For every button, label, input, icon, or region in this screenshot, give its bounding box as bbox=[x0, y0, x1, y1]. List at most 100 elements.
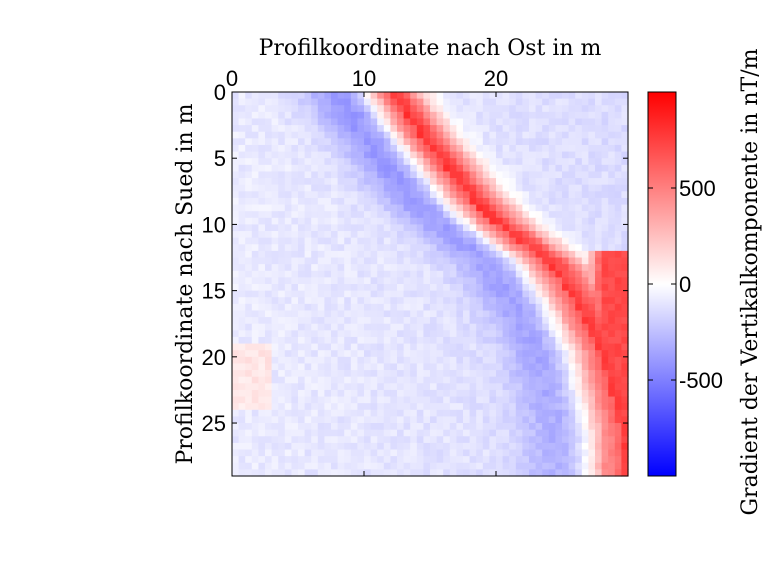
heatmap-cell bbox=[317, 217, 325, 226]
heatmap-cell bbox=[324, 184, 332, 192]
heatmap-cell bbox=[258, 442, 266, 451]
heatmap-cell bbox=[271, 456, 279, 464]
heatmap-cell bbox=[271, 171, 279, 179]
heatmap-cell bbox=[535, 204, 543, 212]
heatmap-cell bbox=[410, 356, 418, 365]
heatmap-cell bbox=[575, 317, 583, 325]
heatmap-cell bbox=[278, 178, 286, 186]
heatmap-cell bbox=[271, 98, 279, 106]
heatmap-cell bbox=[258, 144, 266, 153]
heatmap-cell bbox=[311, 356, 319, 365]
heatmap-cell bbox=[476, 231, 484, 239]
heatmap-cell bbox=[568, 376, 576, 384]
heatmap-cell bbox=[403, 423, 411, 431]
heatmap-cell bbox=[291, 416, 299, 424]
heatmap-cell bbox=[278, 171, 286, 179]
heatmap-cell bbox=[463, 350, 471, 358]
heatmap-cell bbox=[529, 217, 537, 226]
heatmap-cell bbox=[271, 363, 279, 371]
heatmap-cell bbox=[324, 442, 332, 451]
heatmap-cell bbox=[265, 217, 273, 226]
heatmap-cell bbox=[251, 144, 259, 153]
heatmap-cell bbox=[416, 303, 424, 312]
heatmap-cell bbox=[548, 98, 556, 106]
heatmap-cell bbox=[410, 264, 418, 272]
heatmap-cell bbox=[383, 330, 391, 338]
heatmap-cell bbox=[515, 164, 523, 173]
heatmap-cell bbox=[284, 92, 292, 100]
heatmap-cell bbox=[588, 370, 596, 378]
heatmap-cell bbox=[410, 270, 418, 278]
heatmap-cell bbox=[390, 356, 398, 365]
heatmap-cell bbox=[245, 343, 253, 351]
heatmap-cell bbox=[390, 449, 398, 457]
heatmap-cell bbox=[410, 158, 418, 166]
heatmap-cell bbox=[489, 211, 497, 219]
heatmap-cell bbox=[469, 277, 477, 285]
heatmap-cell bbox=[496, 442, 504, 451]
heatmap-cell bbox=[443, 151, 451, 159]
heatmap-cell bbox=[258, 151, 266, 159]
heatmap-cell bbox=[502, 456, 510, 464]
heatmap-cell bbox=[278, 257, 286, 265]
heatmap-cell bbox=[562, 125, 570, 133]
heatmap-cell bbox=[245, 237, 253, 245]
heatmap-cell bbox=[575, 118, 583, 126]
heatmap-cell bbox=[324, 197, 332, 206]
heatmap-cell bbox=[529, 350, 537, 358]
heatmap-cell bbox=[621, 211, 629, 219]
heatmap-cell bbox=[311, 403, 319, 411]
heatmap-cell bbox=[548, 151, 556, 159]
heatmap-cell bbox=[489, 376, 497, 384]
heatmap-cell bbox=[608, 423, 616, 431]
heatmap-cell bbox=[238, 277, 246, 285]
heatmap-cell bbox=[251, 98, 259, 106]
heatmap-cell bbox=[601, 237, 609, 245]
heatmap-cell bbox=[601, 343, 609, 351]
heatmap-cell bbox=[410, 290, 418, 298]
heatmap-cell bbox=[430, 317, 438, 325]
heatmap-cell bbox=[535, 317, 543, 325]
heatmap-cell bbox=[370, 343, 378, 351]
heatmap-cell bbox=[311, 310, 319, 318]
heatmap-cell bbox=[258, 343, 266, 351]
heatmap-cell bbox=[575, 244, 583, 252]
heatmap-cell bbox=[350, 217, 358, 226]
heatmap-cell bbox=[324, 370, 332, 378]
heatmap-cell bbox=[476, 409, 484, 418]
heatmap-cell bbox=[311, 151, 319, 159]
heatmap-cell bbox=[251, 125, 259, 133]
heatmap-cell bbox=[370, 323, 378, 331]
heatmap-cell bbox=[423, 317, 431, 325]
heatmap-cell bbox=[377, 469, 385, 477]
heatmap-cell bbox=[430, 231, 438, 239]
heatmap-cell bbox=[251, 191, 259, 199]
heatmap-cell bbox=[608, 442, 616, 451]
heatmap-cell bbox=[568, 264, 576, 272]
heatmap-cell bbox=[331, 462, 339, 470]
heatmap-cell bbox=[430, 184, 438, 192]
heatmap-cell bbox=[502, 469, 510, 477]
heatmap-cell bbox=[370, 204, 378, 212]
heatmap-cell bbox=[515, 125, 523, 133]
heatmap-cell bbox=[443, 178, 451, 186]
heatmap-cell bbox=[324, 125, 332, 133]
heatmap-cell bbox=[476, 363, 484, 371]
heatmap-cell bbox=[568, 98, 576, 106]
heatmap-cell bbox=[370, 151, 378, 159]
heatmap-cell bbox=[515, 217, 523, 226]
heatmap-cell bbox=[568, 403, 576, 411]
heatmap-cell bbox=[436, 105, 444, 113]
heatmap-cell bbox=[581, 383, 589, 391]
heatmap-cell bbox=[383, 231, 391, 239]
heatmap-cell bbox=[258, 118, 266, 126]
heatmap-cell bbox=[568, 449, 576, 457]
heatmap-cell bbox=[588, 125, 596, 133]
heatmap-cell bbox=[509, 231, 517, 239]
heatmap-cell bbox=[284, 270, 292, 278]
heatmap-cell bbox=[621, 297, 629, 305]
heatmap-cell bbox=[542, 317, 550, 325]
heatmap-cell bbox=[469, 449, 477, 457]
heatmap-cell bbox=[581, 164, 589, 173]
heatmap-cell bbox=[344, 336, 352, 345]
